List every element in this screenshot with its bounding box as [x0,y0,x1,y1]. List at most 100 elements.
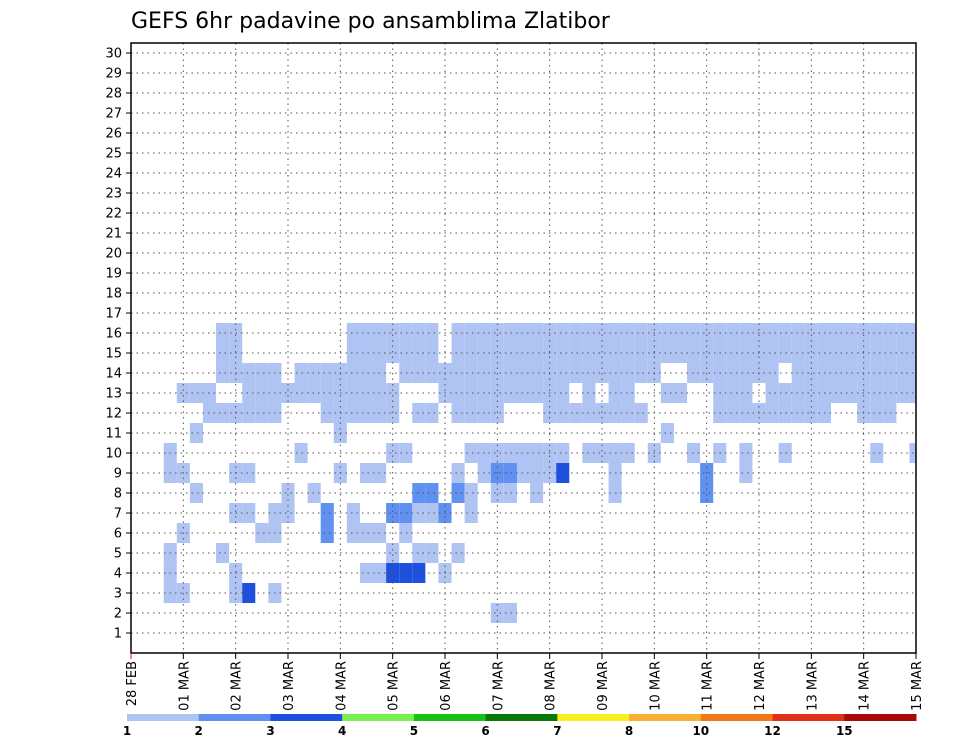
precip-cell [765,403,779,423]
precip-cell [503,383,517,403]
precip-cell [791,343,805,363]
precip-cell [503,343,517,363]
precip-cell [634,363,648,383]
y-tick-label: 20 [105,247,122,262]
colorbar-swatch [557,714,630,721]
y-tick-label: 10 [105,447,122,462]
y-tick-label: 19 [105,267,122,282]
precip-cell [530,363,544,383]
precip-cell [634,323,648,343]
precip-cell [464,483,478,503]
precip-cell [739,363,753,383]
precip-cell [569,403,583,423]
precip-cell [255,403,269,423]
precip-cell [660,343,674,363]
precip-cell [189,423,203,443]
x-tick-label: 10 MAR [648,661,663,711]
precip-cell [621,343,635,363]
precip-cell [189,383,203,403]
precip-cell [503,363,517,383]
precip-cell [687,363,701,383]
precip-cell [242,403,256,423]
precip-cell [830,323,845,343]
precip-cell [700,323,714,343]
precip-cell [621,443,635,463]
precip-cell [490,383,504,403]
precip-cell [530,443,544,463]
precip-cell [320,503,334,523]
precip-cell [359,323,374,343]
precip-cell [359,563,374,583]
y-tick-label: 28 [105,87,122,102]
y-tick-label: 2 [114,607,122,622]
x-tick-label: 11 MAR [701,661,716,711]
colorbar: 1 2 3 4 5 6 7 8 10 12 15 [123,714,917,738]
precip-cell [621,323,635,343]
precip-cell [242,363,256,383]
precip-cell [281,483,295,503]
precip-cell [870,323,884,343]
precip-cell [294,443,308,463]
precip-cell [412,503,426,523]
precip-cell [621,363,635,383]
precip-cell [425,503,439,523]
precip-cell [346,383,360,403]
precip-cell [464,323,478,343]
precip-cell [673,383,688,403]
x-tick-label: 09 MAR [596,661,611,711]
y-tick-label: 15 [105,347,122,362]
colorbar-swatch [629,714,702,721]
precip-cell [425,403,439,423]
precip-cell [294,383,308,403]
precip-cell [216,403,230,423]
y-tick-label: 17 [105,307,122,322]
precip-cell [176,383,190,403]
precip-cell [516,443,531,463]
precip-cell [425,483,439,503]
precip-cell [791,403,805,423]
precip-cell [765,363,779,383]
precip-cell [673,343,688,363]
precip-cell [530,483,544,503]
colorbar-swatch [198,714,271,721]
x-tick-label: 13 MAR [805,661,820,711]
precip-cell [778,323,792,343]
y-axis-ticks: 1234567891011121314151617181920212223242… [105,47,131,642]
colorbar-swatch [342,714,415,721]
precip-cell [896,363,910,383]
precip-cell [386,543,400,563]
precip-cell [255,363,269,383]
precip-cell [739,323,753,343]
precip-cell [412,403,426,423]
precip-cell [883,323,897,343]
precip-cell [503,463,517,483]
precip-cell [503,483,517,503]
precip-cell [896,323,910,343]
precip-cell [883,383,897,403]
precip-cell [556,383,570,403]
y-tick-label: 9 [114,467,122,482]
precip-cell [346,363,360,383]
precip-cell [425,543,439,563]
y-tick-label: 30 [105,47,122,62]
precip-cell [320,523,334,543]
x-tick-label: 01 MAR [177,661,192,711]
precip-cell [556,363,570,383]
precip-cell [870,343,884,363]
precip-cell [621,383,635,403]
x-tick-label: 28 FEB [125,661,140,706]
precip-cell [451,543,465,563]
precip-cell [634,343,648,363]
precip-cell [804,323,818,343]
colorbar-swatch [700,714,774,721]
precip-cell [242,463,256,483]
colorbar-label: 15 [836,724,853,738]
y-tick-label: 6 [114,527,122,542]
precip-cell [791,383,805,403]
colorbar-swatch [413,714,487,721]
y-tick-label: 3 [114,587,122,602]
precip-cell [687,443,701,463]
precip-cell [346,403,360,423]
precip-cell [870,443,884,463]
precip-cell [687,343,701,363]
